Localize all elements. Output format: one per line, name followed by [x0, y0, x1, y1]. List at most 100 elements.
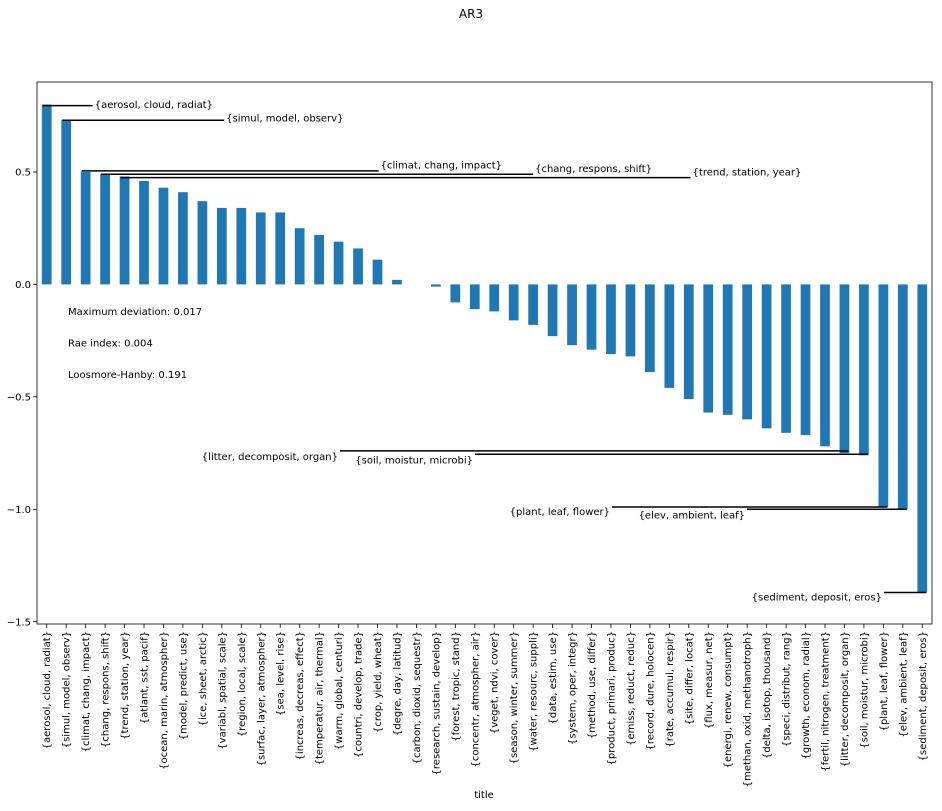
- bar: [840, 284, 850, 453]
- y-tick-label: 0.0: [15, 280, 31, 291]
- bar: [159, 188, 169, 285]
- x-tick-label: {ice, sheet, arctic}: [198, 631, 209, 726]
- x-tick-label: {surfac, layer, atmospher}: [256, 631, 267, 766]
- x-tick-label: {elev, ambient, leaf}: [898, 631, 909, 737]
- bar: [820, 284, 830, 446]
- x-tick-label: {climat, chang, impact}: [81, 631, 92, 752]
- bar: [606, 284, 616, 354]
- x-tick-label: {flux, measur, net}: [704, 631, 715, 729]
- bar: [275, 212, 285, 284]
- bar: [528, 284, 538, 324]
- bar: [801, 284, 811, 435]
- bar: [470, 284, 480, 309]
- annotation-label: {aerosol, cloud, radiat}: [95, 100, 213, 111]
- x-tick-label: {speci, distribut, rang}: [782, 631, 793, 747]
- x-tick-label: {system, oper, integr}: [568, 631, 579, 745]
- x-tick-label: {methan, oxid, methanotroph}: [743, 631, 754, 787]
- x-tick-label: {sediment, deposit, eros}: [918, 631, 929, 761]
- annotation-label: {elev, ambient, leaf}: [639, 510, 745, 521]
- x-tick-label: {product, primari, produc}: [606, 631, 617, 765]
- bar: [373, 260, 383, 285]
- x-tick-label: {variabl, spatial, scale}: [217, 631, 228, 750]
- bar: [664, 284, 674, 387]
- x-tick-label: {forest, tropic, stand}: [451, 631, 462, 742]
- x-tick-label: {concentr, atmospher, air}: [470, 631, 481, 768]
- bar: [100, 174, 110, 284]
- x-tick-labels: {aerosol, cloud, radiat} {simul, model, o…: [42, 624, 929, 787]
- bar: [917, 284, 927, 592]
- x-tick-label: {model, predict, use}: [178, 631, 189, 740]
- x-tick-label: {temperatur, air, thermal}: [315, 631, 326, 765]
- bar: [762, 284, 772, 428]
- x-tick-label: {chang, respons, shift}: [101, 631, 112, 748]
- bar: [295, 228, 305, 284]
- bar: [139, 181, 149, 284]
- annotations: {aerosol, cloud, radiat} {simul, model, o…: [43, 100, 927, 604]
- bar: [684, 284, 694, 399]
- x-tick-label: {crop, yield, wheat}: [373, 631, 384, 733]
- x-tick-label: {countri, develop, trade}: [354, 631, 365, 758]
- x-tick-label: {litter, decomposit, organ}: [840, 631, 851, 767]
- bar: [198, 201, 208, 284]
- x-tick-label: {emiss, reduct, reduc}: [626, 631, 637, 746]
- bar: [509, 284, 519, 320]
- bar: [431, 284, 441, 286]
- x-tick-label: {aerosol, cloud, radiat}: [42, 631, 53, 749]
- x-tick-label: {warm, global, centuri}: [334, 631, 345, 750]
- bar: [723, 284, 733, 414]
- annotation-label: {simul, model, observ}: [226, 113, 343, 124]
- bar: [567, 284, 577, 345]
- x-tick-label: {site, differ, locat}: [684, 631, 695, 725]
- x-tick-label: {increas, decreas, effect}: [295, 631, 306, 760]
- annotation-label: {plant, leaf, flower}: [510, 507, 610, 518]
- x-tick-label: {fertil, nitrogen, treatment}: [820, 631, 831, 772]
- bar: [217, 208, 227, 284]
- x-tick-label: {soil, moistur, microbi}: [859, 631, 870, 749]
- x-tick-label: {sea, level, rise}: [276, 631, 287, 716]
- chart-title: AR3: [459, 7, 483, 21]
- x-tick-label: {atlant, sst, pacif}: [140, 631, 151, 724]
- stats-line: Loosmore-Hanby: 0.191: [68, 370, 187, 381]
- annotation-label: {trend, station, year}: [693, 167, 802, 178]
- x-tick-label: {data, estim, use}: [548, 631, 559, 724]
- bar: [781, 284, 791, 432]
- x-tick-label: {trend, station, year}: [120, 631, 131, 740]
- bar: [878, 284, 888, 507]
- stats-line: Maximum deviation: 0.017: [68, 307, 202, 318]
- bar: [645, 284, 655, 372]
- annotation-label: {sediment, deposit, eros}: [752, 593, 882, 604]
- bar: [178, 192, 188, 284]
- bar: [42, 104, 52, 284]
- x-tick-label: {carbon, dioxid, sequestr}: [412, 631, 423, 764]
- y-tick-label: 0.5: [15, 167, 31, 178]
- bar: [314, 235, 324, 284]
- y-tick-label: −0.5: [7, 392, 31, 403]
- x-tick-label: {region, local, scale}: [237, 631, 248, 737]
- annotation-label: {soil, moistur, microbi}: [355, 455, 473, 466]
- x-tick-label: {energi, renew, consumpt}: [723, 631, 734, 768]
- annotation-label: {chang, respons, shift}: [535, 164, 652, 175]
- x-tick-label: {ocean, marin, atmospher}: [159, 631, 170, 770]
- bar: [587, 284, 597, 349]
- x-tick-label: {plant, leaf, flower}: [879, 631, 890, 731]
- bar: [256, 212, 266, 284]
- bar: [81, 172, 91, 284]
- x-tick-label: {growth, econom, radial}: [801, 631, 812, 759]
- annotation-label: {climat, chang, impact}: [381, 161, 502, 172]
- x-tick-label: {simul, model, observ}: [62, 631, 73, 748]
- bar: [489, 284, 499, 311]
- stats-line: Rae index: 0.004: [68, 338, 153, 349]
- x-tick-label: {degre, day, latitud}: [392, 631, 403, 736]
- bar: [450, 284, 460, 302]
- x-tick-label: {delta, isotop, thousand}: [762, 631, 773, 759]
- y-tick-label: −1.5: [7, 617, 31, 628]
- bar: [859, 284, 869, 455]
- bar: [703, 284, 713, 412]
- y-axis: −1.5−1.0−0.50.00.5: [7, 167, 37, 628]
- bar: [742, 284, 752, 419]
- bar: [392, 280, 402, 284]
- bar: [898, 284, 908, 509]
- stats-text: Maximum deviation: 0.017 Rae index: 0.004…: [68, 307, 202, 381]
